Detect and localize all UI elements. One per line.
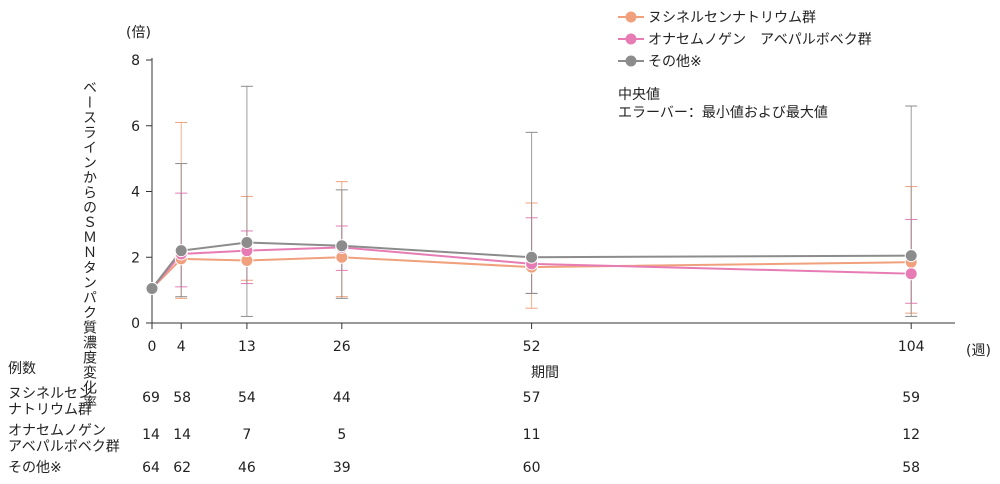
legend-item-nusinersen: ヌシネルセンナトリウム群 [618, 6, 872, 28]
x-tick-label: 26 [333, 339, 351, 355]
count-cell: 54 [237, 390, 256, 406]
note-median: 中央値 [618, 87, 660, 103]
legend-item-onasemnogene: オナセムノゲン アベパルボベク群 [618, 28, 872, 50]
x-tick-label: 104 [898, 339, 925, 355]
count-row-label-line: ナトリウム群 [8, 402, 92, 418]
counts-title: 例数 [8, 361, 36, 377]
count-cell: 69 [142, 390, 160, 406]
y-tick-label: 0 [131, 316, 140, 332]
count-row-label-nusinersen: ヌシネルセン ナトリウム群 [8, 386, 92, 418]
count-cell: 44 [332, 390, 351, 406]
note-error-bars: エラーバー：最小値および最大値 [618, 105, 828, 121]
data-point [525, 250, 539, 264]
legend-label-other: その他※ [648, 54, 702, 70]
legend-item-other: その他※ [618, 50, 872, 72]
count-row-label-line: アベパルボベク群 [8, 439, 120, 455]
legend-swatch-onasemnogene [618, 33, 644, 45]
data-point [240, 235, 254, 249]
count-cell: 57 [522, 390, 541, 406]
data-point [904, 267, 918, 281]
y-axis-unit: (倍) [126, 25, 151, 41]
count-cell: 5 [337, 427, 347, 443]
y-axis-label: ベースラインからのＳＭＮタンパク質濃度変化率 [81, 80, 97, 410]
count-cell: 14 [142, 427, 160, 443]
count-cell: 46 [237, 460, 256, 476]
x-tick-label: 13 [238, 339, 256, 355]
count-cell: 14 [173, 427, 192, 443]
count-row-label-line: ヌシネルセン [8, 386, 92, 402]
legend-label-onasemnogene: オナセムノゲン アベパルボベク群 [648, 32, 872, 48]
y-tick-label: 6 [131, 119, 140, 135]
x-tick-label: 0 [148, 339, 157, 355]
count-cell: 58 [902, 460, 921, 476]
legend-label-nusinersen: ヌシネルセンナトリウム群 [648, 10, 816, 26]
count-row-label-other: その他※ [8, 460, 62, 476]
x-axis-unit: (週) [966, 343, 991, 359]
count-cell: 62 [173, 460, 192, 476]
legend-swatch-other [618, 55, 644, 67]
data-point [335, 239, 349, 253]
count-row-label-line: オナセムノゲン [8, 423, 106, 439]
legend: ヌシネルセンナトリウム群 オナセムノゲン アベパルボベク群 その他※ [618, 6, 872, 72]
count-cell: 39 [332, 460, 351, 476]
y-tick-label: 2 [131, 250, 140, 266]
count-cell: 11 [522, 427, 541, 443]
count-cell: 60 [522, 460, 541, 476]
data-point [174, 244, 188, 258]
count-row-label-line: その他※ [8, 460, 62, 476]
chart-note: 中央値 エラーバー：最小値および最大値 [618, 86, 828, 122]
count-cell: 7 [242, 427, 252, 443]
count-cell: 64 [142, 460, 160, 476]
legend-swatch-nusinersen [618, 11, 644, 23]
count-cell: 59 [902, 390, 921, 406]
y-tick-label: 8 [131, 53, 140, 69]
data-point [904, 249, 918, 263]
x-axis-label: 期間 [531, 365, 559, 381]
x-tick-label: 52 [523, 339, 541, 355]
x-tick-label: 4 [177, 339, 186, 355]
count-row-label-onasemnogene: オナセムノゲン アベパルボベク群 [8, 423, 120, 455]
count-cell: 12 [902, 427, 921, 443]
y-tick-label: 4 [131, 185, 140, 201]
count-cell: 58 [173, 390, 192, 406]
data-point [145, 281, 159, 295]
